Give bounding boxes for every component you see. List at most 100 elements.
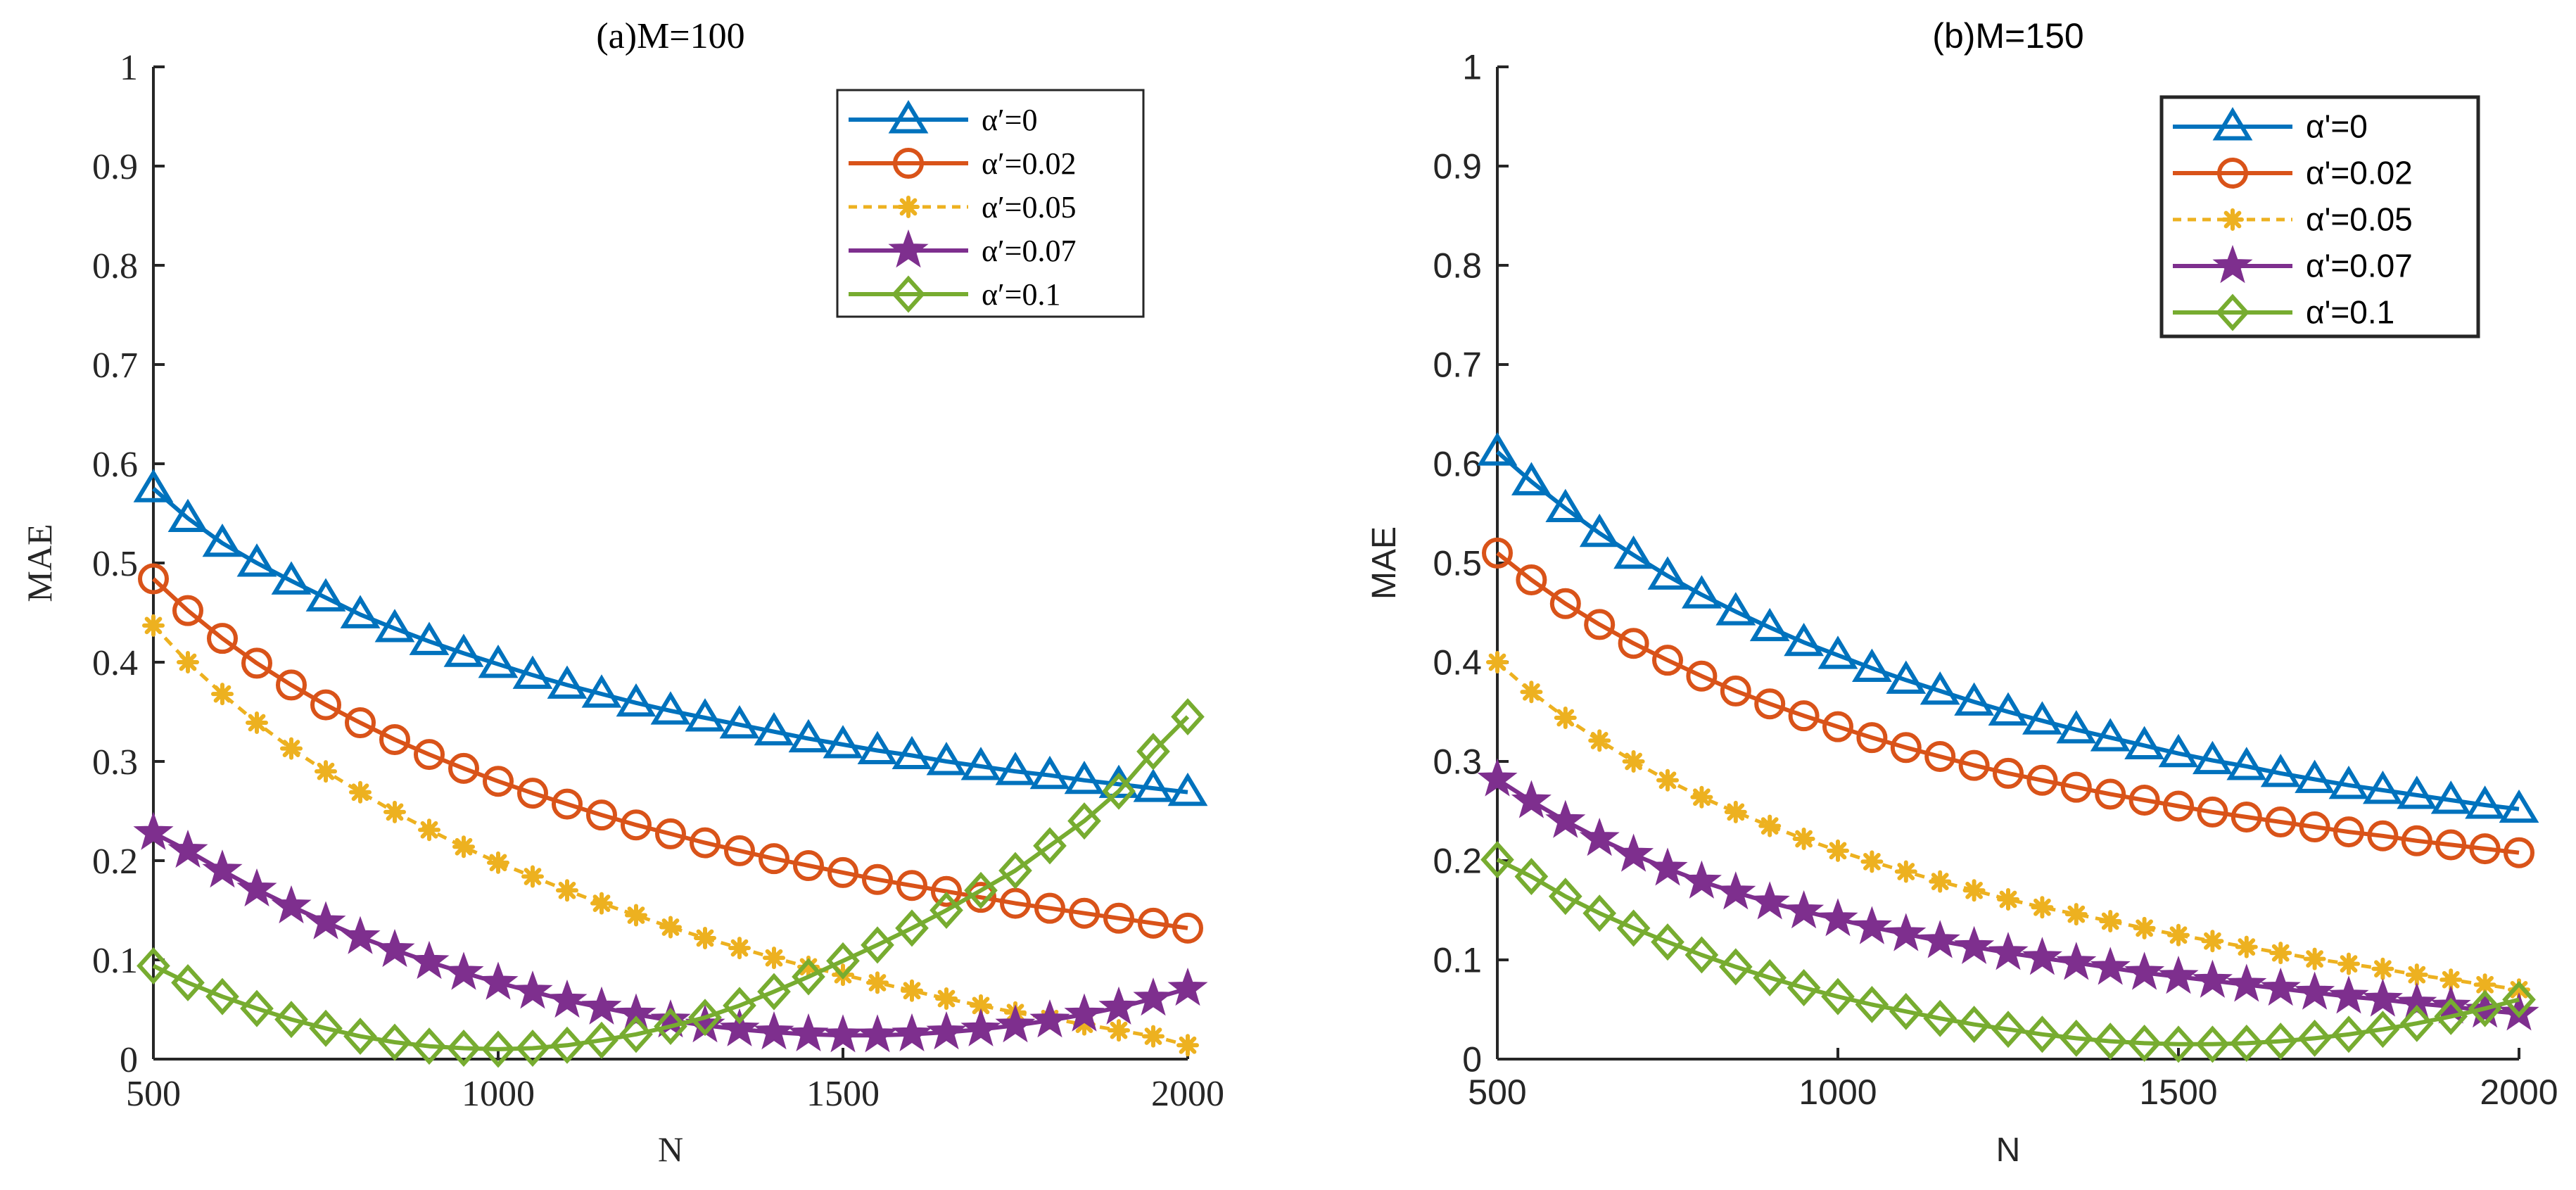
data-point [1822,711,1853,742]
data-point [2465,785,2505,819]
y-tick-label: 0 [1462,1040,1482,1080]
data-point [2297,1019,2332,1057]
data-point [823,725,863,759]
y-tick-label: 0.4 [92,643,138,683]
data-point [1690,785,1713,809]
data-point [2099,910,2122,933]
data-point [343,1018,377,1056]
data-point [1511,780,1552,818]
data-point [1067,802,1101,840]
legend-marker [888,100,929,134]
data-point [305,578,346,612]
data-point [694,926,716,949]
data-point [1715,592,1756,626]
y-tick-label: 1 [120,48,138,88]
data-point [374,928,415,968]
data-point [1613,535,1654,569]
data-point [1167,967,1208,1006]
data-point [1520,681,1543,704]
data-point [995,752,1036,785]
data-point [517,778,548,809]
data-point [1516,564,1547,595]
data-point [1064,993,1105,1032]
data-point [862,863,893,895]
data-point [1682,575,1722,609]
data-point [2059,1019,2093,1057]
data-point [723,987,756,1025]
data-point [2295,971,2335,1010]
data-point [616,993,656,1032]
data-point [1098,986,1139,1025]
y-tick-label: 0.7 [92,346,138,386]
data-point [1652,645,1683,676]
data-point [2332,1015,2366,1053]
x-tick-label: 2000 [2480,1072,2558,1112]
chart-title: (a)M=100 [596,16,744,56]
data-point [788,1013,829,1051]
data-point [1176,1034,1199,1057]
data-point [1029,999,1070,1038]
y-tick-label: 0.5 [1433,544,1482,583]
y-tick-label: 0.7 [1433,346,1482,385]
data-point [1753,958,1787,996]
data-point [2056,942,2097,980]
data-point [690,827,721,859]
data-point [2333,816,2364,848]
data-point [2056,710,2097,744]
data-point [2508,978,2530,1001]
legend-marker [2216,293,2250,331]
data-point [585,1021,618,1059]
data-point [2469,833,2501,865]
data-point [1069,897,1100,929]
data-point [2060,771,2092,803]
data-point [1920,920,1960,958]
data-point [970,994,992,1017]
x-tick-label: 500 [1468,1072,1526,1112]
data-point [2226,963,2267,1002]
data-point [1108,1019,1130,1042]
legend-label: αʹ=0 [2306,108,2368,145]
y-tick-label: 0.9 [1433,147,1482,186]
data-point [547,665,588,699]
data-point [2226,747,2267,780]
data-point [556,879,578,902]
data-point [1715,871,1756,910]
data-point [1545,488,1586,522]
data-point [2430,780,2471,814]
data-point [826,942,860,980]
data-point [2093,1023,2128,1061]
x-axis-label: N [1996,1132,2021,1169]
legend-box [836,89,1145,318]
data-point [167,498,208,533]
data-point [1924,740,1956,772]
data-point [412,1027,446,1065]
data-point [926,1011,967,1050]
data-point [1784,890,1825,929]
data-point [240,989,274,1027]
data-point [2026,764,2058,796]
data-point [960,747,1001,780]
data-point [340,595,381,628]
data-point [1647,556,1688,590]
data-point [1718,948,1753,986]
data-point [1133,768,1174,802]
data-point [797,955,820,978]
data-point [172,595,203,626]
data-point [236,868,277,907]
data-point [931,875,962,907]
data-point [2328,766,2369,799]
data-point [1167,772,1208,806]
data-point [754,711,794,746]
data-point [1954,925,1995,964]
data-point [2167,923,2190,947]
data-point [2265,806,2297,838]
legend-label: αʹ=0.07 [2306,248,2413,284]
data-point [1584,609,1616,640]
data-point [2295,759,2335,793]
data-point [516,1030,550,1067]
data-point [202,523,243,557]
data-point [619,1015,653,1053]
legend-label: αʹ=0.1 [2306,294,2394,331]
